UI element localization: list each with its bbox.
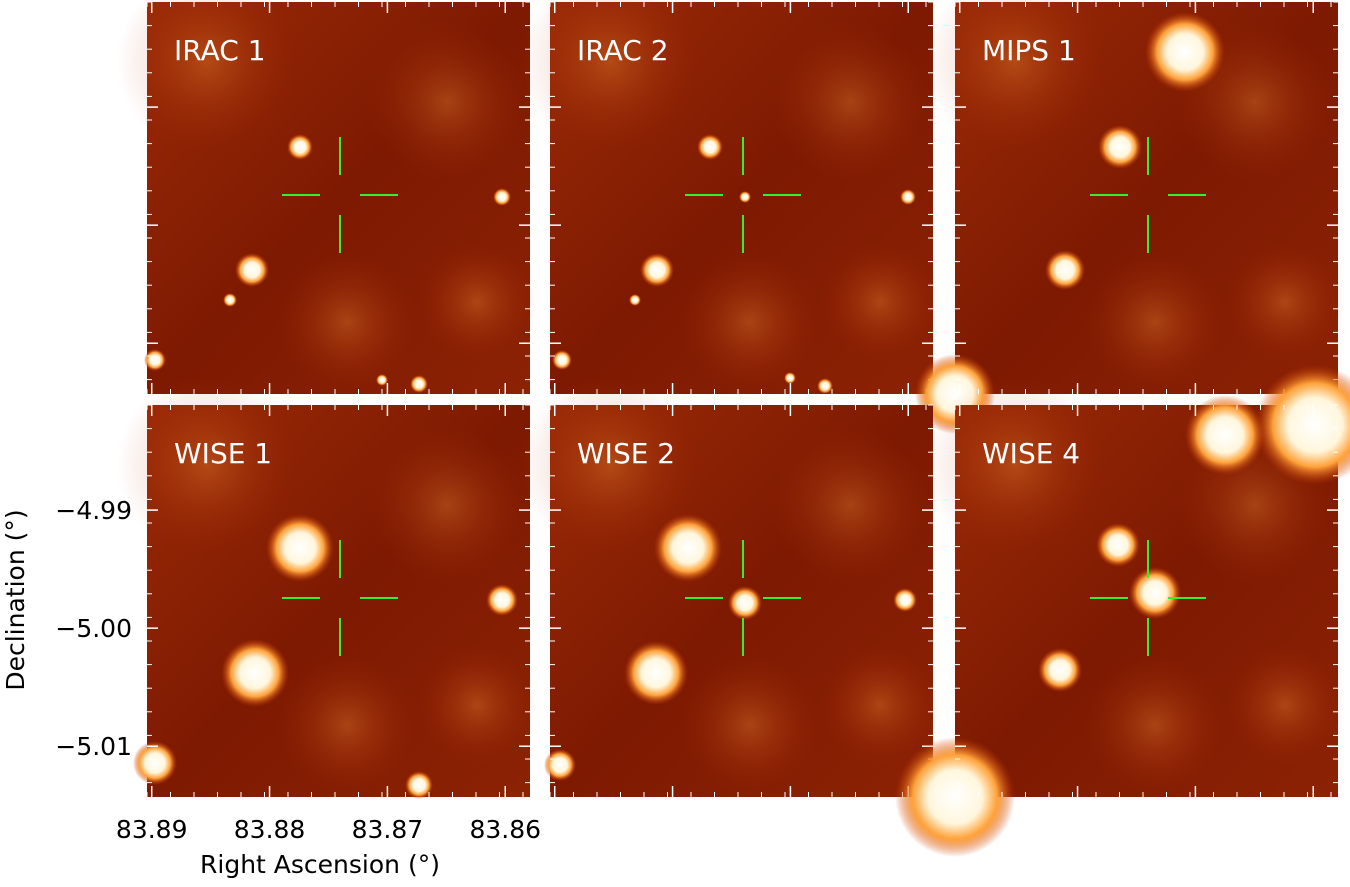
image-panel: MIPS 1: [915, 0, 1345, 434]
nebula-glow: [1085, 252, 1225, 392]
source: [544, 749, 576, 781]
source: [697, 134, 723, 160]
nebula-glow: [367, 425, 527, 585]
panel-label: IRAC 2: [577, 34, 669, 67]
nebula-glow: [1085, 655, 1225, 795]
source: [144, 349, 166, 371]
source: [654, 514, 722, 582]
nebula-glow: [117, 375, 297, 555]
y-axis-label: Declination (°): [1, 509, 30, 690]
source: [221, 639, 289, 707]
image-panel: IRAC 2: [520, 0, 940, 394]
nebula-glow: [680, 655, 820, 795]
source: [223, 293, 237, 307]
source: [900, 189, 916, 205]
y-tick-label: −5.01: [55, 732, 132, 761]
image-panel: WISE 1: [117, 375, 537, 799]
source: [640, 253, 674, 287]
source: [486, 584, 518, 616]
source: [1129, 567, 1181, 619]
x-tick-label: 83.86: [469, 815, 541, 844]
source: [739, 191, 751, 203]
panel-label: WISE 4: [982, 437, 1080, 470]
panel-label: MIPS 1: [982, 34, 1076, 67]
source: [493, 188, 511, 206]
source: [1185, 395, 1265, 475]
source: [552, 350, 572, 370]
nebula-glow: [680, 252, 820, 392]
x-tick-label: 83.88: [234, 815, 306, 844]
nebula-glow: [520, 0, 700, 152]
y-tick-label: −5.00: [55, 614, 132, 643]
image-panel: IRAC 1: [117, 0, 537, 394]
nebula-glow: [925, 375, 1105, 555]
nebula-glow: [520, 375, 700, 555]
x-tick-label: 83.87: [352, 815, 424, 844]
nebula-glow: [770, 22, 930, 182]
y-tick-label: −4.99: [55, 496, 132, 525]
nebula-glow: [925, 0, 1105, 152]
source: [376, 374, 388, 386]
source: [784, 372, 796, 384]
nebula-glow: [367, 22, 527, 182]
source: [133, 741, 177, 785]
source: [728, 586, 762, 620]
x-axis-label: Right Ascension (°): [200, 850, 440, 879]
source: [1098, 125, 1142, 169]
source: [1255, 365, 1350, 485]
source: [405, 771, 433, 799]
source: [893, 588, 917, 612]
nebula-glow: [417, 242, 537, 362]
nebula-glow: [277, 252, 417, 392]
nebula-glow: [117, 0, 297, 152]
source: [287, 134, 313, 160]
panel-label: IRAC 1: [174, 34, 266, 67]
image-panel: WISE 2: [520, 375, 940, 797]
source: [1038, 648, 1082, 692]
nebula-glow: [1225, 645, 1345, 765]
source: [235, 253, 269, 287]
nebula-glow: [417, 645, 537, 765]
nebula-glow: [1225, 242, 1345, 362]
source: [266, 514, 334, 582]
nebula-glow: [820, 242, 940, 362]
source: [817, 378, 833, 394]
image-panel: WISE 4: [895, 365, 1350, 857]
panel-label: WISE 2: [577, 437, 675, 470]
source: [1045, 250, 1085, 290]
source: [1096, 523, 1140, 567]
source: [624, 641, 688, 705]
x-tick-label: 83.89: [116, 815, 188, 844]
nebula-glow: [820, 645, 940, 765]
nebula-glow: [770, 425, 930, 585]
nebula-glow: [277, 655, 417, 795]
source: [410, 375, 428, 393]
source: [629, 294, 641, 306]
panel-label: WISE 1: [174, 437, 272, 470]
source: [1145, 12, 1225, 92]
